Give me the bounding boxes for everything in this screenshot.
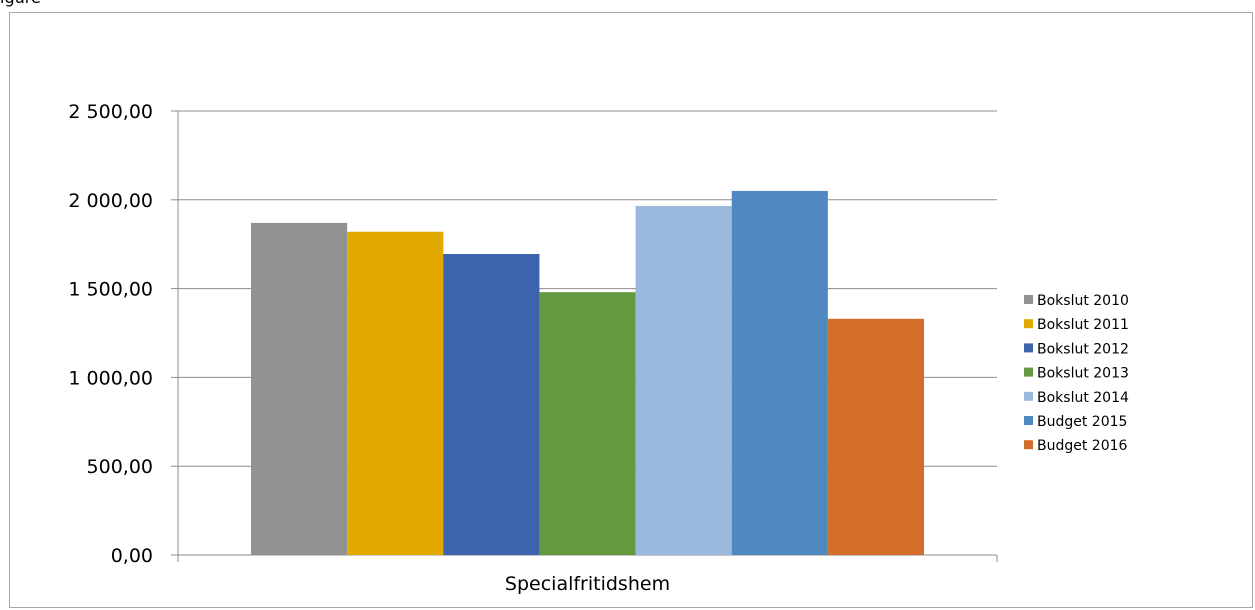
legend-label: Bokslut 2014 — [1037, 390, 1129, 406]
bar-budget-2016 — [827, 318, 924, 555]
y-tick-label: 0,00 — [111, 545, 153, 567]
legend-swatch — [1024, 295, 1033, 304]
bar-budget-2015 — [731, 190, 828, 556]
y-tick-label: 1 500,00 — [68, 279, 153, 301]
chart-frame — [9, 12, 1253, 608]
legend-swatch — [1024, 343, 1033, 353]
legend-swatch — [1024, 367, 1033, 377]
bar-bokslut-2013 — [539, 292, 636, 555]
y-tick-label: 1 000,00 — [68, 367, 153, 389]
y-tick-label: 2 500,00 — [68, 101, 153, 123]
legend-swatch — [1024, 416, 1033, 425]
x-category-label: Specialfritidshem — [505, 573, 670, 595]
legend-label: Bokslut 2013 — [1037, 366, 1129, 382]
legend-label: Budget 2015 — [1037, 414, 1127, 430]
figure-caption-fragment: igure — [0, 0, 41, 7]
bar-bokslut-2012 — [443, 253, 540, 555]
legend-label: Bokslut 2011 — [1037, 317, 1129, 333]
legend-swatch — [1024, 440, 1033, 450]
legend-label: Bokslut 2012 — [1037, 341, 1129, 357]
bar-bokslut-2011 — [347, 231, 444, 555]
y-tick-label: 500,00 — [87, 456, 153, 478]
axis-labels: 0,00 500,00 1 000,00 1 500,00 2 000,00 2 500,… — [68, 101, 670, 595]
legend-swatch — [1024, 391, 1033, 401]
bar-bokslut-2014 — [635, 206, 732, 556]
legend-label: Bokslut 2010 — [1037, 293, 1129, 309]
bar-bokslut-2010 — [251, 222, 348, 555]
legend-swatch — [1024, 319, 1033, 329]
legend-label: Budget 2016 — [1037, 438, 1128, 454]
y-tick-label: 2 000,00 — [68, 190, 153, 212]
bars — [251, 190, 924, 556]
legend: Bokslut 2010 Bokslut 2011 Bokslut 2012 Boks… — [1024, 293, 1129, 454]
